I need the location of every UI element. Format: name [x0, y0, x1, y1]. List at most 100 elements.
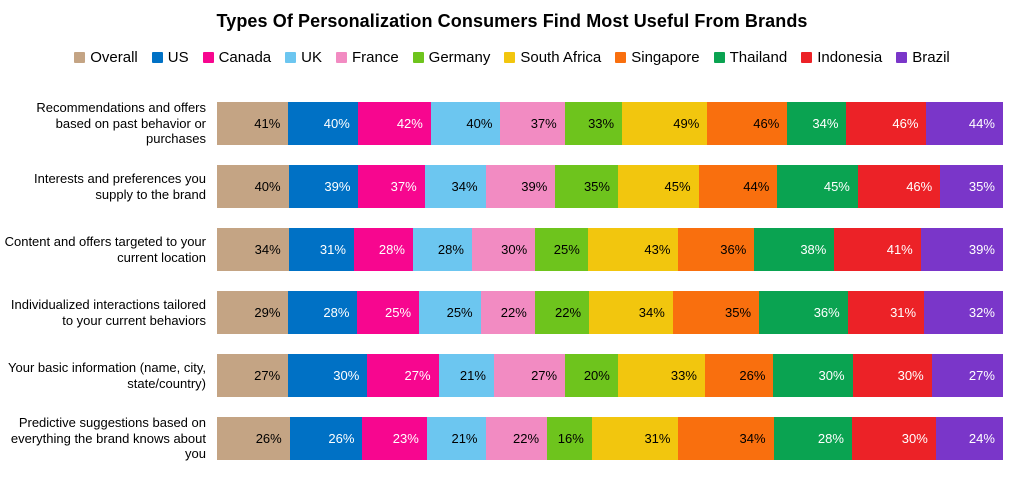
legend-marker-france: [335, 52, 347, 63]
bar-segment-canada-row-3: 28%: [353, 228, 413, 271]
stacked-bar-1: 41% 40% 42% 40% 37% 33% 49% 46% 34% 46% 44%: [217, 102, 1003, 145]
bar-segment-south-africa-row-1: 49%: [622, 102, 708, 145]
bar-segment-canada-row-1: 42%: [357, 102, 431, 145]
legend-marker-uk: [285, 52, 297, 63]
legend-item-singapore: Singapore: [615, 49, 700, 66]
bar-segment-germany-row-4: 22%: [534, 291, 590, 334]
bar-segment-france-row-6: 22%: [485, 417, 548, 460]
bar-segment-brazil-row-6: 24%: [935, 417, 1003, 460]
bar-segment-thailand-row-5: 30%: [773, 354, 853, 397]
chart-rows: Recommendations and offers based on past…: [0, 99, 1024, 462]
bar-segment-france-row-2: 39%: [485, 165, 556, 208]
bar-segment-uk-row-1: 40%: [430, 102, 501, 145]
bar-segment-us-row-3: 31%: [288, 228, 354, 271]
bar-segment-indonesia-row-2: 46%: [857, 165, 941, 208]
legend-label-france: France: [351, 49, 399, 66]
bar-segment-thailand-row-4: 36%: [759, 291, 848, 334]
legend-item-france: France: [335, 49, 399, 66]
bar-segment-indonesia-row-6: 30%: [851, 417, 936, 460]
legend-label-south-africa: South Africa: [520, 49, 602, 66]
category-label-3: Content and offers targeted to your curr…: [4, 233, 206, 265]
category-label-6: Predictive suggestions based on everythi…: [10, 414, 206, 462]
bar-segment-overall-row-5: 27%: [217, 354, 289, 397]
legend-label-singapore: Singapore: [631, 49, 700, 66]
stacked-bar-2: 40% 39% 37% 34% 39% 35% 45% 44% 45% 46% 35%: [217, 165, 1003, 208]
bar-segment-thailand-row-2: 45%: [777, 165, 858, 208]
bar-segment-singapore-row-6: 34%: [678, 417, 774, 460]
legend-label-us: US: [167, 49, 189, 66]
bar-segment-south-africa-row-6: 31%: [591, 417, 679, 460]
bar-segment-us-row-6: 26%: [289, 417, 363, 460]
bar-segment-uk-row-2: 34%: [424, 165, 486, 208]
legend-marker-singapore: [615, 52, 627, 63]
legend-marker-indonesia: [801, 52, 813, 63]
legend-item-uk: UK: [285, 49, 322, 66]
bar-segment-us-row-5: 30%: [288, 354, 368, 397]
stacked-bar-6: 26% 26% 23% 21% 22% 16% 31% 34% 28% 30% 24%: [217, 417, 1003, 460]
legend-label-germany: Germany: [428, 49, 491, 66]
bar-segment-brazil-row-2: 35%: [940, 165, 1003, 208]
legend-item-thailand: Thailand: [713, 49, 787, 66]
bar-segment-us-row-2: 39%: [288, 165, 359, 208]
bar-segment-indonesia-row-5: 30%: [852, 354, 932, 397]
bar-segment-france-row-5: 27%: [493, 354, 566, 397]
bar-segment-us-row-1: 40%: [288, 102, 358, 145]
bar-segment-canada-row-4: 25%: [357, 291, 420, 334]
legend-marker-south-africa: [504, 52, 516, 63]
bar-segment-uk-row-3: 28%: [412, 228, 472, 271]
legend-label-overall: Overall: [90, 49, 138, 66]
chart-title: Types Of Personalization Consumers Find …: [216, 11, 808, 31]
bar-segment-indonesia-row-1: 46%: [846, 102, 927, 145]
legend-marker-thailand: [713, 52, 725, 63]
bar-segment-south-africa-row-3: 43%: [587, 228, 679, 271]
legend-item-germany: Germany: [412, 49, 491, 66]
bar-segment-thailand-row-3: 38%: [754, 228, 835, 271]
legend-label-canada: Canada: [218, 49, 272, 66]
bar-segment-south-africa-row-2: 45%: [617, 165, 699, 208]
legend-label-brazil: Brazil: [912, 49, 950, 66]
legend-marker-us: [151, 52, 163, 63]
bar-segment-canada-row-6: 23%: [362, 417, 427, 460]
bar-segment-singapore-row-5: 26%: [704, 354, 774, 397]
bar-segment-overall-row-2: 40%: [217, 165, 289, 208]
legend-label-uk: UK: [301, 49, 322, 66]
bar-segment-brazil-row-4: 32%: [924, 291, 1003, 334]
stacked-bar-5: 27% 30% 27% 21% 27% 20% 33% 26% 30% 30% 27%: [217, 354, 1003, 397]
bar-segment-singapore-row-1: 46%: [707, 102, 788, 145]
category-label-5: Your basic information (name, city, stat…: [8, 359, 206, 391]
category-label-2: Interests and preferences you supply to …: [34, 170, 206, 202]
bar-segment-thailand-row-1: 34%: [787, 102, 847, 145]
chart-row-1: Recommendations and offers based on past…: [0, 99, 1003, 147]
bar-segment-overall-row-4: 29%: [217, 291, 289, 334]
bar-segment-france-row-1: 37%: [500, 102, 565, 145]
bar-segment-brazil-row-1: 44%: [926, 102, 1003, 145]
chart-row-3: Content and offers targeted to your curr…: [0, 228, 1003, 271]
bar-segment-singapore-row-4: 35%: [672, 291, 760, 334]
legend-item-us: US: [151, 49, 189, 66]
chart-row-5: Your basic information (name, city, stat…: [0, 354, 1003, 397]
bar-segment-canada-row-5: 27%: [367, 354, 439, 397]
bar-segment-indonesia-row-4: 31%: [847, 291, 925, 334]
legend-item-brazil: Brazil: [896, 49, 950, 66]
legend-item-overall: Overall: [74, 49, 138, 66]
bar-segment-uk-row-5: 21%: [438, 354, 494, 397]
chart-row-6: Predictive suggestions based on everythi…: [0, 414, 1003, 462]
bar-segment-germany-row-6: 16%: [547, 417, 592, 460]
legend: Overall US Canada UK France Germany South Afri…: [0, 49, 1024, 66]
bar-segment-thailand-row-6: 28%: [773, 417, 852, 460]
bar-segment-indonesia-row-3: 41%: [834, 228, 921, 271]
category-label-4: Individualized interactions tailored to …: [10, 296, 206, 328]
bar-segment-uk-row-6: 21%: [426, 417, 486, 460]
bar-segment-us-row-4: 28%: [288, 291, 358, 334]
bar-segment-germany-row-5: 20%: [565, 354, 618, 397]
legend-marker-canada: [202, 52, 214, 63]
legend-item-canada: Canada: [202, 49, 272, 66]
bar-segment-germany-row-3: 25%: [535, 228, 588, 271]
legend-item-south-africa: South Africa: [504, 49, 601, 66]
bar-segment-brazil-row-3: 39%: [920, 228, 1003, 271]
category-label-1: Recommendations and offers based on past…: [36, 99, 206, 147]
bar-segment-singapore-row-3: 36%: [678, 228, 755, 271]
legend-item-indonesia: Indonesia: [801, 49, 882, 66]
chart-row-4: Individualized interactions tailored to …: [0, 291, 1003, 334]
bar-segment-overall-row-3: 34%: [217, 228, 289, 271]
